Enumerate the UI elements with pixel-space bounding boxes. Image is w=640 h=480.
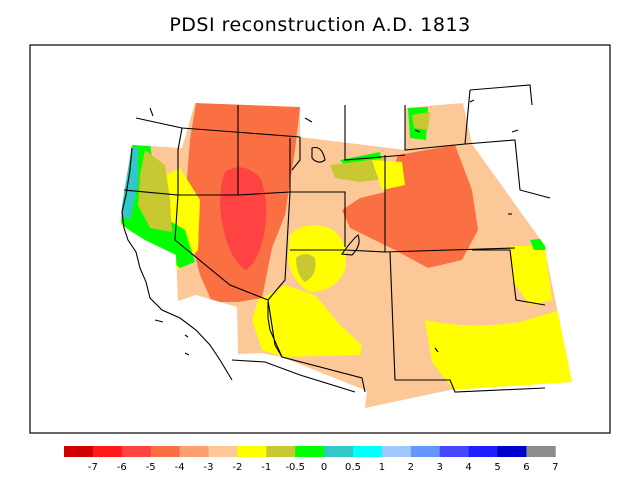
legend-swatch bbox=[64, 446, 94, 457]
legend-swatch bbox=[353, 446, 383, 457]
legend-tick-label: 7 bbox=[552, 462, 558, 473]
legend-tick-label: 6 bbox=[523, 462, 529, 473]
legend-tick-label: 4 bbox=[465, 462, 471, 473]
map-frame bbox=[29, 44, 611, 434]
border-nm-tx bbox=[415, 379, 546, 393]
legend-swatch bbox=[179, 446, 209, 457]
border-mt-nd bbox=[469, 84, 533, 106]
map-title: PDSI reconstruction A.D. 1813 bbox=[169, 14, 471, 36]
legend-tick-label: 3 bbox=[437, 462, 443, 473]
pacific-coastline bbox=[121, 147, 233, 381]
legend-swatch bbox=[150, 446, 180, 457]
border-sonora bbox=[267, 302, 283, 358]
legend-swatch bbox=[121, 446, 152, 457]
legend-tick-label: 0.5 bbox=[345, 462, 361, 473]
border-colorado-east bbox=[389, 251, 415, 381]
channel-island-1 bbox=[154, 319, 164, 323]
border-four-corners-h bbox=[290, 247, 516, 253]
boundaries bbox=[121, 84, 551, 393]
channel-island-3 bbox=[184, 352, 190, 356]
yellowstone-lake bbox=[311, 146, 326, 163]
legend-tick-label: 1 bbox=[379, 462, 385, 473]
legend-swatch bbox=[208, 446, 238, 457]
legend-tick-label: -5 bbox=[146, 462, 156, 473]
region-dakota-olive bbox=[412, 112, 430, 130]
region-new-mexico-yellow bbox=[425, 310, 572, 392]
lake-detail-4 bbox=[434, 347, 439, 353]
border-utah-west bbox=[267, 138, 291, 301]
legend-tick-label: -3 bbox=[204, 462, 214, 473]
border-nebraska bbox=[464, 139, 551, 199]
legend-tick-label: -1 bbox=[261, 462, 271, 473]
legend-tick-label: -6 bbox=[117, 462, 127, 473]
region-arizona-yellow bbox=[252, 285, 362, 357]
legend-swatch bbox=[497, 446, 527, 457]
legend-swatch bbox=[237, 446, 267, 457]
lake-detail-2 bbox=[149, 107, 154, 117]
legend-tick-label: 5 bbox=[494, 462, 500, 473]
lake-detail-1 bbox=[304, 117, 313, 123]
region-nevada-core bbox=[220, 167, 267, 270]
border-nevada-ca bbox=[174, 194, 269, 301]
legend-swatch bbox=[468, 446, 498, 457]
border-idaho-west bbox=[177, 127, 183, 151]
legend-swatch bbox=[410, 446, 441, 457]
border-wa-or bbox=[135, 117, 301, 138]
legend-tick-label: 2 bbox=[408, 462, 414, 473]
region-east-yellow bbox=[510, 246, 552, 305]
legend-swatch bbox=[439, 446, 469, 457]
region-wyoming-colorado bbox=[342, 145, 478, 268]
channel-island-2 bbox=[184, 334, 189, 338]
lake-detail-7 bbox=[469, 99, 475, 103]
legend-tick-label: -7 bbox=[88, 462, 98, 473]
legend-swatch bbox=[266, 446, 296, 457]
legend-swatch bbox=[92, 446, 123, 457]
great-salt-lake bbox=[341, 234, 360, 256]
region-utah-olive bbox=[296, 254, 316, 282]
color-legend: -7 -6 -5 -4 -3 -2 -1 -0.5 0 0.5 1 2 3 4 5 6 7 bbox=[64, 446, 558, 473]
border-dakotas bbox=[404, 89, 471, 151]
border-utah-wyoming bbox=[290, 191, 346, 247]
legend-tick-label: -0.5 bbox=[285, 462, 305, 473]
border-montana-idaho bbox=[291, 137, 301, 171]
legend-swatch bbox=[295, 446, 325, 457]
legend-swatch bbox=[324, 446, 354, 457]
border-kansas bbox=[472, 249, 546, 306]
region-nebraska-yellow bbox=[372, 160, 405, 190]
legend-tick-label: -4 bbox=[175, 462, 185, 473]
legend-tick-label: 0 bbox=[321, 462, 327, 473]
lake-detail-3 bbox=[414, 129, 421, 133]
border-mexico bbox=[231, 359, 356, 393]
legend-swatch bbox=[526, 446, 556, 457]
legend-swatch bbox=[381, 446, 412, 457]
legend-tick-label: -2 bbox=[232, 462, 242, 473]
lake-detail-6 bbox=[511, 129, 519, 133]
region-coast-olive bbox=[138, 150, 172, 232]
